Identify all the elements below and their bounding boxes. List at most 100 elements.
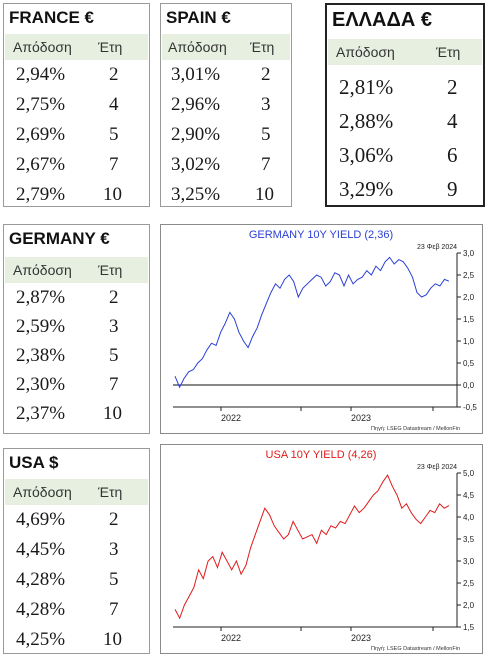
maturity-years: 10 <box>103 184 122 205</box>
chart-title: GERMANY 10Y YIELD (2,36) <box>249 229 393 241</box>
table-title: GERMANY € <box>9 229 110 248</box>
maturity-years: 3 <box>109 316 119 337</box>
y-tick-label: 2,5 <box>463 579 475 588</box>
x-tick-label: 2023 <box>351 413 371 423</box>
header-yield: Απόδοση <box>336 44 395 60</box>
y-tick-label: 3,5 <box>463 535 475 544</box>
yield-value: 2,88% <box>339 109 394 133</box>
y-tick-label: 3,0 <box>463 249 475 258</box>
maturity-years: 10 <box>103 629 122 650</box>
table-header: Απόδοση Έτη <box>162 34 290 60</box>
chart-date: 23 Φεβ 2024 <box>417 464 457 471</box>
maturity-years: 5 <box>261 124 271 145</box>
germany-yield-table: GERMANY € Απόδοση Έτη 2,87% 2 2,59% 3 2,… <box>3 224 150 434</box>
x-tick-label: 2022 <box>221 633 241 643</box>
maturity-years: 2 <box>261 64 271 85</box>
yield-value: 2,67% <box>16 154 66 175</box>
y-tick-label: 0,0 <box>463 381 475 390</box>
header-years: Έτη <box>250 39 275 55</box>
x-tick-label: 2023 <box>351 633 371 643</box>
y-tick-label: 1,0 <box>463 337 475 346</box>
table-header: Απόδοση Έτη <box>5 479 148 505</box>
yield-value: 3,02% <box>171 154 221 175</box>
yield-value: 2,94% <box>16 64 66 85</box>
usa-yield-table: USA $ Απόδοση Έτη 4,69% 2 4,45% 3 4,28% … <box>3 448 150 654</box>
header-yield: Απόδοση <box>13 262 72 278</box>
yield-value: 3,06% <box>339 143 394 167</box>
greece-yield-table: ΕΛΛΑΔΑ € Απόδοση Έτη 2,81% 2 2,88% 4 3,0… <box>325 3 485 207</box>
maturity-years: 10 <box>255 184 274 205</box>
y-tick-label: 1,5 <box>463 623 475 632</box>
y-tick-label: 3,0 <box>463 557 475 566</box>
france-yield-table: FRANCE € Απόδοση Έτη 2,94% 2 2,75% 4 2,6… <box>3 3 150 207</box>
series-line <box>174 256 450 389</box>
yield-value: 2,96% <box>171 94 221 115</box>
yield-value: 2,75% <box>16 94 66 115</box>
yield-value: 4,69% <box>16 509 66 530</box>
maturity-years: 2 <box>447 75 458 99</box>
maturity-years: 2 <box>109 64 119 85</box>
maturity-years: 2 <box>109 287 119 308</box>
yield-value: 4,45% <box>16 539 66 560</box>
maturity-years: 6 <box>447 143 458 167</box>
y-tick-label: 4,0 <box>463 513 475 522</box>
x-tick-label: 2022 <box>221 413 241 423</box>
yield-value: 4,28% <box>16 599 66 620</box>
y-tick-label: -0,5 <box>463 403 477 412</box>
usa-yield-svg: USA 10Y YIELD (4,26) 23 Φεβ 2024 5,0 4,5 4,0… <box>173 449 475 652</box>
yield-value: 4,28% <box>16 569 66 590</box>
y-tick-label: 2,5 <box>463 271 475 280</box>
maturity-years: 7 <box>261 154 271 175</box>
yield-value: 3,29% <box>339 177 394 201</box>
table-header: Απόδοση Έτη <box>328 39 482 65</box>
maturity-years: 9 <box>447 177 458 201</box>
y-tick-label: 1,5 <box>463 315 475 324</box>
y-tick-label: 5,0 <box>463 469 475 478</box>
germany-yield-chart: GERMANY 10Y YIELD (2,36) 23 Φεβ 2024 3,0 2,… <box>160 224 483 434</box>
maturity-years: 5 <box>109 345 119 366</box>
maturity-years: 4 <box>109 94 119 115</box>
header-years: Έτη <box>436 44 461 60</box>
maturity-years: 3 <box>261 94 271 115</box>
yield-value: 2,69% <box>16 124 66 145</box>
y-tick-label: 2,0 <box>463 601 475 610</box>
y-tick-label: 2,0 <box>463 293 475 302</box>
maturity-years: 7 <box>109 599 119 620</box>
usa-yield-chart: USA 10Y YIELD (4,26) 23 Φεβ 2024 5,0 4,5 4,0… <box>160 444 483 654</box>
table-title: USA $ <box>9 453 59 472</box>
yield-value: 2,79% <box>16 184 66 205</box>
maturity-years: 7 <box>109 154 119 175</box>
yield-value: 2,59% <box>16 316 66 337</box>
germany-yield-svg: GERMANY 10Y YIELD (2,36) 23 Φεβ 2024 3,0 2,… <box>173 229 477 432</box>
header-yield: Απόδοση <box>168 39 227 55</box>
table-header: Απόδοση Έτη <box>5 257 148 283</box>
maturity-years: 7 <box>109 374 119 395</box>
maturity-years: 2 <box>109 509 119 530</box>
maturity-years: 4 <box>447 109 458 133</box>
yield-value: 2,90% <box>171 124 221 145</box>
yield-value: 2,37% <box>16 403 66 424</box>
y-tick-label: 0,5 <box>463 359 475 368</box>
series-line <box>174 474 450 620</box>
spain-yield-table: SPAIN € Απόδοση Έτη 3,01% 2 2,96% 3 2,90… <box>160 3 292 207</box>
table-title: FRANCE € <box>9 8 95 27</box>
maturity-years: 5 <box>109 124 119 145</box>
header-yield: Απόδοση <box>13 484 72 500</box>
yield-value: 3,01% <box>171 64 221 85</box>
yield-value: 2,87% <box>16 287 66 308</box>
yield-value: 2,38% <box>16 345 66 366</box>
chart-source: Πηγή: LSEG Datastream / MellonFin <box>371 645 460 652</box>
chart-date: 23 Φεβ 2024 <box>417 244 457 251</box>
table-title: ΕΛΛΑΔΑ € <box>332 9 432 31</box>
maturity-years: 5 <box>109 569 119 590</box>
yield-value: 2,81% <box>339 75 394 99</box>
header-years: Έτη <box>98 484 123 500</box>
y-tick-label: 4,5 <box>463 491 475 500</box>
chart-title: USA 10Y YIELD (4,26) <box>266 449 377 461</box>
yield-value: 4,25% <box>16 629 66 650</box>
table-title: SPAIN € <box>166 8 231 27</box>
chart-source: Πηγή: LSEG Datastream / MellonFin <box>371 425 460 432</box>
maturity-years: 3 <box>109 539 119 560</box>
header-years: Έτη <box>98 39 123 55</box>
header-yield: Απόδοση <box>13 39 72 55</box>
